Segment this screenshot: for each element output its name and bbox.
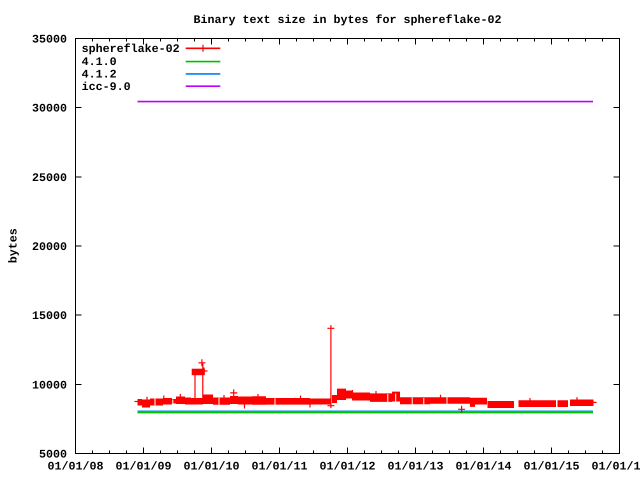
- svg-text:01/01/16: 01/01/16: [592, 461, 640, 474]
- svg-text:01/01/14: 01/01/14: [456, 461, 512, 474]
- svg-text:Binary text size in bytes for: Binary text size in bytes for sphereflak…: [194, 14, 502, 27]
- svg-text:01/01/13: 01/01/13: [388, 461, 444, 474]
- svg-text:icc-9.0: icc-9.0: [82, 81, 131, 94]
- svg-text:01/01/12: 01/01/12: [320, 461, 376, 474]
- svg-text:25000: 25000: [32, 172, 67, 185]
- svg-text:35000: 35000: [32, 34, 67, 47]
- svg-text:20000: 20000: [32, 241, 67, 254]
- svg-text:bytes: bytes: [8, 228, 21, 263]
- svg-text:01/01/15: 01/01/15: [524, 461, 580, 474]
- svg-text:01/01/08: 01/01/08: [48, 461, 104, 474]
- svg-text:01/01/11: 01/01/11: [252, 461, 308, 474]
- svg-text:01/01/10: 01/01/10: [184, 461, 240, 474]
- svg-text:30000: 30000: [32, 103, 67, 116]
- svg-text:10000: 10000: [32, 379, 67, 392]
- svg-text:01/01/09: 01/01/09: [116, 461, 172, 474]
- svg-text:4.1.2: 4.1.2: [82, 69, 117, 82]
- svg-text:15000: 15000: [32, 310, 67, 323]
- svg-text:sphereflake-02: sphereflake-02: [82, 43, 180, 56]
- svg-text:4.1.0: 4.1.0: [82, 56, 117, 69]
- svg-text:5000: 5000: [39, 449, 67, 462]
